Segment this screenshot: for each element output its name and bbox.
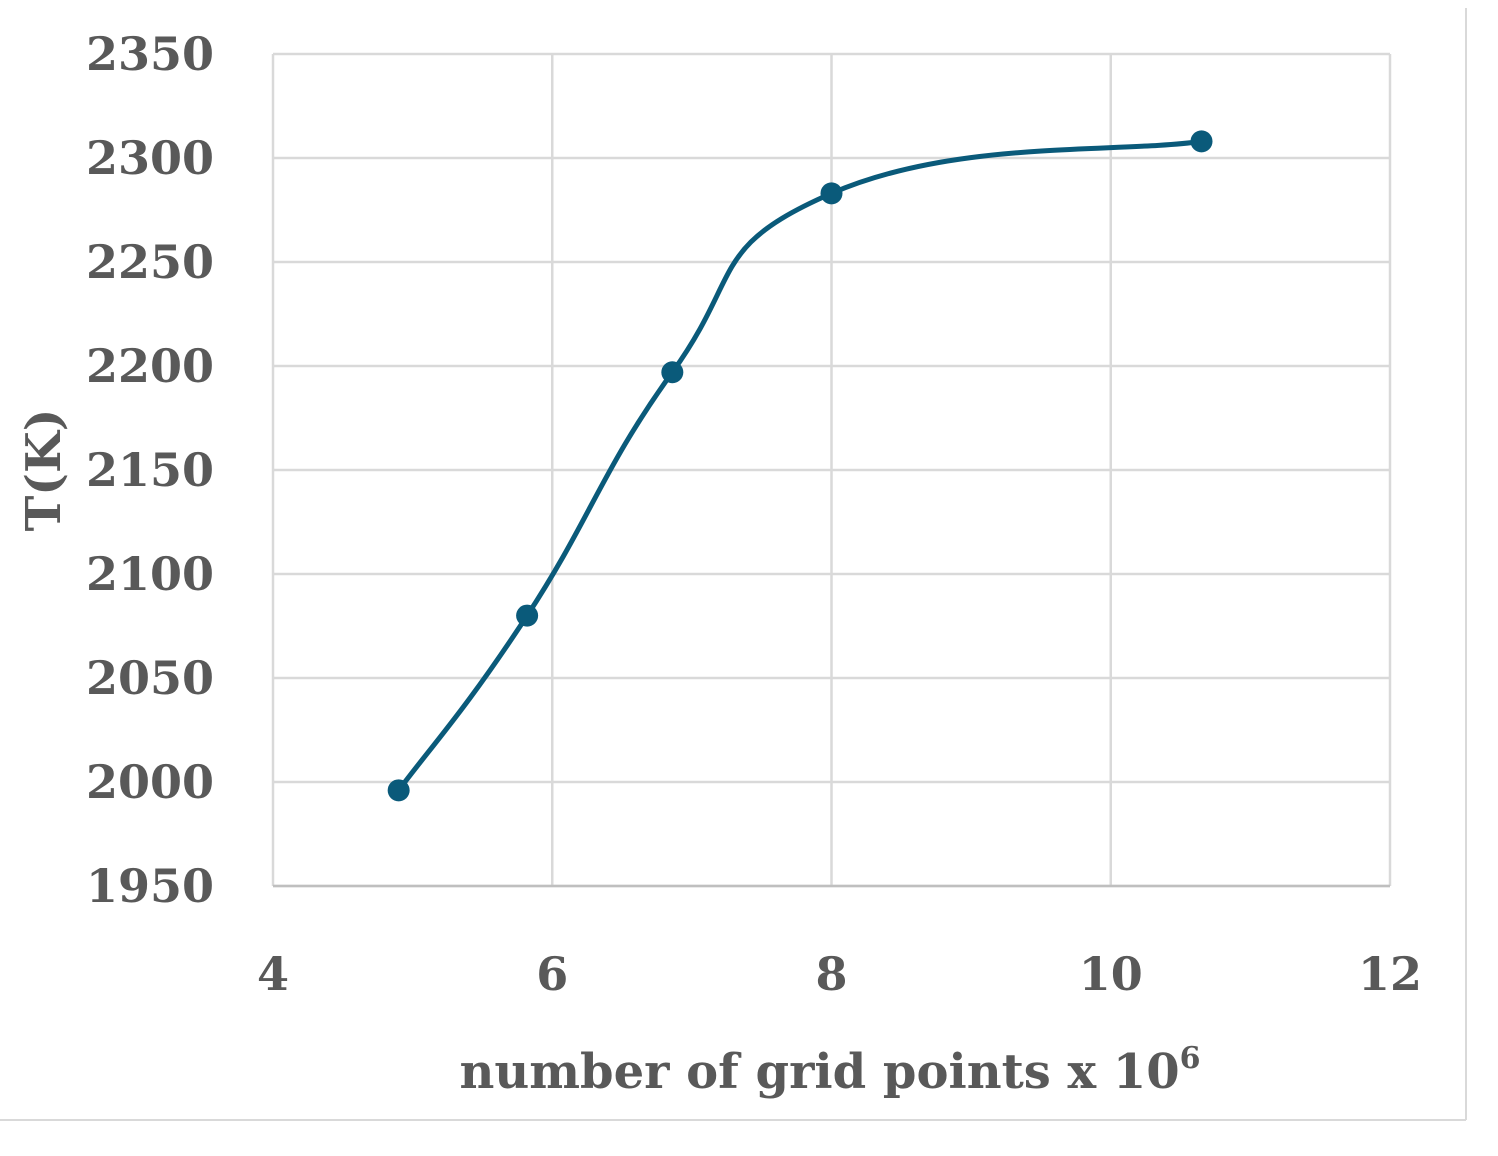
data-point — [820, 182, 843, 205]
y-tick-label: 2200 — [86, 339, 214, 393]
y-tick-label: 2350 — [86, 27, 214, 81]
x-tick-label: 4 — [257, 947, 289, 1001]
data-point — [1190, 130, 1213, 153]
data-point — [387, 779, 410, 802]
x-axis-title-exponent: 6 — [1180, 1041, 1201, 1076]
grid — [271, 52, 1392, 888]
x-axis-title-text: number of grid points x 10 — [459, 1044, 1179, 1100]
y-tick-label: 2000 — [86, 755, 214, 809]
tick-labels: 1950 2000 2050 2100 2150 2200 2250 2300 2350 4 6 8 1… — [86, 27, 1422, 1001]
x-tick-label: 8 — [815, 947, 847, 1001]
y-tick-label: 1950 — [86, 859, 214, 913]
y-axis-title: T(K) — [16, 409, 72, 532]
data-point — [516, 604, 539, 627]
y-tick-label: 2150 — [86, 443, 214, 497]
series-line — [396, 138, 1205, 793]
y-tick-label: 2250 — [86, 235, 214, 289]
x-tick-label: 12 — [1358, 947, 1422, 1001]
x-axis-title: number of grid points x 106 — [459, 1041, 1200, 1100]
y-tick-label: 2100 — [86, 547, 214, 601]
y-tick-label: 2300 — [86, 131, 214, 185]
y-tick-label: 2050 — [86, 651, 214, 705]
series-layer — [387, 130, 1213, 802]
data-point — [661, 361, 684, 384]
x-tick-label: 10 — [1079, 947, 1143, 1001]
x-tick-label: 6 — [536, 947, 568, 1001]
